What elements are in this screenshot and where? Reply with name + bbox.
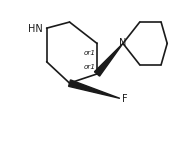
- Text: or1: or1: [84, 64, 96, 70]
- Polygon shape: [68, 80, 120, 98]
- Text: N: N: [119, 38, 126, 48]
- Text: F: F: [122, 94, 128, 104]
- Polygon shape: [94, 43, 123, 76]
- Text: HN: HN: [28, 24, 43, 34]
- Text: or1: or1: [84, 50, 96, 56]
